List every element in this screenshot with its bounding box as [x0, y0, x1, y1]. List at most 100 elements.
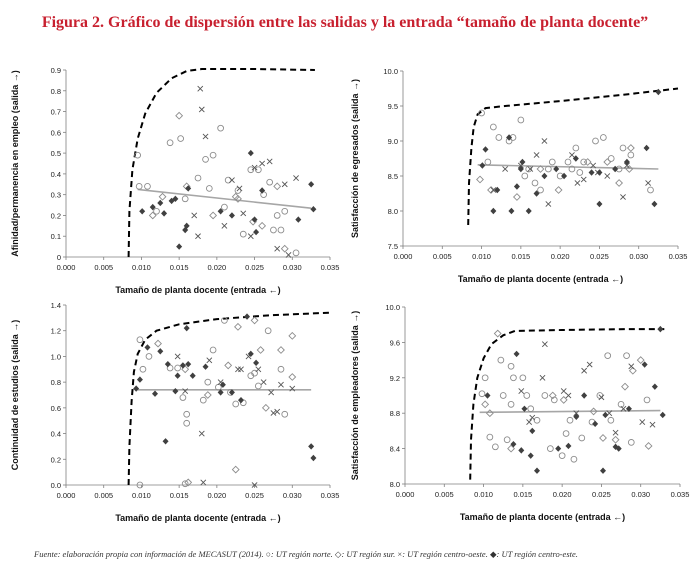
point-north-circle [277, 365, 285, 373]
point-north-circle [623, 352, 630, 360]
point-south-diamond [611, 435, 620, 444]
point-center-east-filled-diamond [592, 420, 599, 428]
point-center-east-filled-diamond [596, 200, 603, 208]
point-center-east-filled-diamond [172, 387, 179, 395]
point-center-east-filled-diamond [174, 372, 181, 379]
y-tick-label: 1.4 [51, 301, 61, 310]
point-south-diamond [234, 194, 242, 203]
x-tick-label: 0.005 [94, 491, 113, 500]
point-south-diamond [203, 391, 212, 399]
point-center-east-filled-diamond [136, 376, 143, 383]
point-center-west-x [174, 353, 181, 360]
point-center-east-filled-diamond [185, 185, 192, 192]
point-center-west-x [195, 233, 201, 240]
y-tick-label: 0 [57, 253, 61, 262]
point-north-circle [519, 374, 527, 382]
point-center-west-x [569, 152, 575, 158]
point-north-circle [592, 137, 599, 145]
point-north-circle [484, 158, 492, 166]
point-south-diamond [231, 465, 240, 474]
point-north-circle [517, 116, 525, 124]
point-center-west-x [238, 366, 244, 373]
point-north-circle [202, 155, 209, 163]
point-center-west-x [281, 181, 288, 188]
point-center-east-filled-diamond [534, 467, 540, 474]
point-center-east-filled-diamond [310, 206, 317, 213]
point-north-circle [247, 166, 255, 174]
x-tick-label: 0.020 [207, 491, 226, 500]
x-tick-label: 0.015 [511, 252, 530, 261]
point-south-diamond [493, 329, 502, 338]
point-center-west-x [198, 106, 205, 113]
point-south-diamond [507, 444, 516, 453]
point-north-circle [205, 185, 213, 192]
point-center-east-filled-diamond [308, 181, 315, 188]
x-tick-label: 0.015 [170, 263, 189, 272]
point-center-east-filled-diamond [219, 381, 226, 388]
y-axis-label: Afinidad/permanencia en empleo (salida →… [10, 70, 20, 257]
point-center-west-x [191, 212, 198, 219]
y-tick-label: 10.0 [383, 67, 398, 76]
point-south-diamond [628, 366, 637, 375]
point-north-circle [181, 195, 189, 203]
point-north-circle [478, 390, 486, 398]
y-tick-label: 9.6 [390, 338, 400, 347]
point-center-west-x [518, 388, 525, 394]
point-north-circle [492, 443, 499, 451]
point-center-east-filled-diamond [308, 443, 315, 450]
point-center-west-x [560, 388, 567, 394]
point-center-west-x [628, 363, 635, 370]
point-south-diamond [273, 182, 282, 191]
y-tick-label: 9.5 [388, 102, 398, 111]
point-north-circle [183, 410, 191, 418]
point-south-diamond [148, 211, 157, 220]
point-center-east-filled-diamond [228, 212, 235, 219]
point-center-west-x [527, 166, 534, 172]
point-north-circle [507, 362, 515, 370]
point-north-circle [607, 416, 615, 424]
point-center-east-filled-diamond [596, 169, 603, 176]
point-south-diamond [234, 322, 242, 331]
x-tick-label: 0.015 [170, 491, 189, 500]
efficiency-frontier-line [469, 328, 665, 480]
point-north-circle [209, 151, 217, 159]
point-center-east-filled-diamond [510, 440, 517, 448]
point-center-east-filled-diamond [172, 195, 179, 203]
point-center-east-filled-diamond [247, 149, 254, 157]
y-tick-label: 0.2 [51, 211, 61, 220]
source-prefix: Fuente: elaboración propia con informaci… [34, 549, 199, 559]
point-north-circle [179, 394, 187, 401]
x-tick-label: 0.005 [435, 490, 454, 499]
point-south-diamond [487, 186, 495, 194]
point-north-circle [523, 392, 531, 399]
point-center-east-filled-diamond [161, 210, 168, 217]
x-tick-label: 0.010 [132, 491, 151, 500]
point-south-diamond [589, 407, 598, 416]
point-south-diamond [481, 400, 490, 409]
source-note: Fuente: elaboración propia con informaci… [34, 549, 578, 560]
point-north-circle [254, 166, 262, 174]
point-center-west-x [580, 176, 587, 183]
point-north-circle [548, 158, 556, 166]
point-center-west-x [645, 180, 652, 186]
point-center-west-x [236, 185, 243, 192]
point-center-east-filled-diamond [651, 383, 658, 390]
y-tick-label: 0.7 [51, 108, 61, 117]
point-north-circle [547, 445, 554, 452]
point-center-west-x [541, 138, 548, 144]
x-axis-label: Tamaño de planta docente (entrada ←) [458, 274, 623, 284]
point-center-east-filled-diamond [176, 243, 183, 250]
point-north-circle [541, 392, 549, 399]
point-center-east-filled-diamond [527, 452, 534, 459]
x-tick-label: 0.035 [321, 491, 340, 500]
point-north-circle [134, 151, 142, 159]
y-tick-label: 0.2 [51, 455, 61, 464]
point-south-diamond [288, 331, 297, 340]
point-center-west-x [240, 210, 247, 217]
point-center-east-filled-diamond [518, 447, 525, 454]
point-center-east-filled-diamond [533, 190, 540, 197]
point-south-diamond [288, 373, 297, 381]
point-center-east-filled-diamond [519, 158, 526, 166]
point-center-west-x [565, 392, 572, 399]
point-center-west-x [573, 410, 580, 417]
